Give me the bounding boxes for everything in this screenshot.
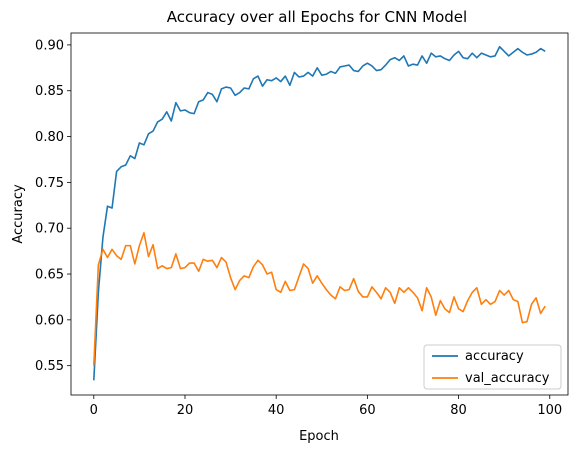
y-tick-label: 0.70 (35, 222, 64, 237)
legend: accuracy val_accuracy (423, 344, 562, 390)
y-tick-label: 0.60 (35, 313, 64, 328)
series-line-val-accuracy (93, 231, 546, 366)
x-axis: 0 20 40 60 80 100 (90, 395, 562, 418)
legend-label-val-accuracy: val_accuracy (465, 371, 550, 386)
legend-label-accuracy: accuracy (465, 349, 524, 364)
x-tick-label: 20 (177, 403, 194, 418)
legend-box (423, 344, 562, 390)
plot-frame (70, 32, 569, 396)
plot-area (93, 45, 546, 381)
y-axis-label: Accuracy (11, 184, 26, 244)
y-tick-label: 0.90 (35, 38, 64, 53)
y-tick-label: 0.65 (35, 268, 64, 283)
chart-title: Accuracy over all Epochs for CNN Model (167, 8, 467, 26)
y-tick-label: 0.75 (35, 176, 64, 191)
y-tick-label: 0.85 (35, 84, 64, 99)
x-tick-label: 80 (450, 403, 467, 418)
y-axis: 0.55 0.60 0.65 0.70 0.75 0.80 0.85 0.90 (35, 38, 71, 374)
x-tick-label: 60 (359, 403, 376, 418)
x-tick-label: 0 (90, 403, 98, 418)
x-axis-label: Epoch (299, 429, 339, 444)
y-tick-label: 0.80 (35, 130, 64, 145)
x-tick-label: 100 (537, 403, 562, 418)
series-line-accuracy (93, 45, 546, 381)
y-tick-label: 0.55 (35, 359, 64, 374)
x-tick-label: 40 (268, 403, 285, 418)
